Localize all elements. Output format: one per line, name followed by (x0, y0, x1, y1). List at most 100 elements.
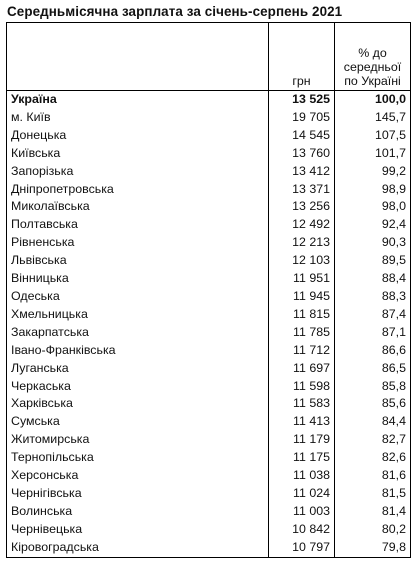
percent-cell: 87,4 (334, 305, 411, 324)
region-column-header (6, 22, 269, 91)
table-row: Чернівецька 10 842 80,2 (6, 520, 411, 539)
table-row: Полтавська 12 492 92,4 (6, 216, 411, 235)
salary-cell: 11 003 (268, 502, 335, 521)
percent-column-header: % до середньої по Україні (334, 22, 411, 91)
salary-cell: 11 945 (268, 287, 335, 306)
table-row: Миколаївська 13 256 98,0 (6, 198, 411, 217)
salary-cell: 11 038 (268, 467, 335, 485)
table-row: Одеська 11 945 88,3 (6, 287, 411, 306)
region-cell: Тернопільська (6, 449, 269, 468)
region-cell: Дніпропетровська (6, 180, 269, 199)
salary-cell: 11 697 (268, 359, 335, 378)
percent-cell: 98,0 (334, 198, 411, 217)
table-row: Черкаська 11 598 85,8 (6, 377, 411, 396)
percent-cell: 85,8 (334, 377, 411, 396)
percent-cell: 80,2 (334, 520, 411, 539)
salary-cell: 11 175 (268, 449, 335, 468)
percent-cell: 86,5 (334, 359, 411, 378)
table-row-total: Україна 13 525 100,0 (6, 90, 411, 109)
table-row: Київська 13 760 101,7 (6, 144, 411, 163)
percent-header-line1: % до (358, 46, 387, 60)
table-row: Хмельницька 11 815 87,4 (6, 305, 411, 324)
salary-cell: 11 598 (268, 377, 335, 396)
region-cell: Рівненська (6, 234, 269, 253)
table-row: Волинська 11 003 81,4 (6, 502, 411, 521)
percent-cell: 98,9 (334, 180, 411, 199)
table-row: Сумська 11 413 84,4 (6, 413, 411, 432)
salary-cell: 10 842 (268, 520, 335, 539)
table-row: м. Київ 19 705 145,7 (6, 108, 411, 127)
region-cell: Кіровоградська (6, 538, 269, 558)
region-cell: Вінницька (6, 270, 269, 288)
region-cell: Запорізька (6, 162, 269, 181)
region-cell: Сумська (6, 413, 269, 432)
salary-cell: 12 103 (268, 252, 335, 271)
region-cell: Херсонська (6, 467, 269, 485)
percent-cell: 92,4 (334, 216, 411, 235)
percent-cell: 81,6 (334, 467, 411, 485)
salary-cell: 11 179 (268, 431, 335, 450)
salary-cell: 11 413 (268, 413, 335, 432)
percent-cell: 100,0 (334, 90, 411, 109)
region-cell: Харківська (6, 395, 269, 414)
salary-cell: 12 213 (268, 234, 335, 253)
region-cell: Україна (6, 90, 269, 109)
region-cell: Черкаська (6, 377, 269, 396)
salary-cell: 11 815 (268, 305, 335, 324)
salary-table: грн % до середньої по Україні Україна 13 … (6, 22, 411, 558)
salary-cell: 11 583 (268, 395, 335, 414)
table-row: Луганська 11 697 86,5 (6, 359, 411, 378)
region-cell: Волинська (6, 502, 269, 521)
region-cell: Одеська (6, 287, 269, 306)
region-cell: Київська (6, 144, 269, 163)
percent-cell: 145,7 (334, 108, 411, 127)
region-cell: Львівська (6, 252, 269, 271)
percent-cell: 101,7 (334, 144, 411, 163)
salary-cell: 11 951 (268, 270, 335, 288)
region-cell: Закарпатська (6, 323, 269, 342)
table-row: Дніпропетровська 13 371 98,9 (6, 180, 411, 199)
percent-cell: 88,3 (334, 287, 411, 306)
page-title: Середньмісячна зарплата за січень-серпен… (7, 4, 343, 19)
table-row: Чернігівська 11 024 81,5 (6, 484, 411, 503)
percent-cell: 82,7 (334, 431, 411, 450)
table-row: Кіровоградська 10 797 79,8 (6, 538, 411, 558)
percent-cell: 88,4 (334, 270, 411, 288)
percent-cell: 99,2 (334, 162, 411, 181)
table-row: Херсонська 11 038 81,6 (6, 467, 411, 485)
region-cell: Полтавська (6, 216, 269, 235)
table-row: Донецька 14 545 107,5 (6, 126, 411, 145)
region-cell: м. Київ (6, 108, 269, 127)
salary-cell: 11 024 (268, 484, 335, 503)
percent-cell: 107,5 (334, 126, 411, 145)
percent-cell: 81,5 (334, 484, 411, 503)
salary-cell: 10 797 (268, 538, 335, 558)
table-row: Житомирська 11 179 82,7 (6, 431, 411, 450)
table-row: Львівська 12 103 89,5 (6, 252, 411, 271)
percent-cell: 90,3 (334, 234, 411, 253)
salary-cell: 13 412 (268, 162, 335, 181)
percent-cell: 87,1 (334, 323, 411, 342)
salary-cell: 13 256 (268, 198, 335, 217)
table-row: Закарпатська 11 785 87,1 (6, 323, 411, 342)
salary-cell: 14 545 (268, 126, 335, 145)
table-row: Івано-Франківська 11 712 86,6 (6, 341, 411, 360)
table-row: Вінницька 11 951 88,4 (6, 270, 411, 288)
region-cell: Житомирська (6, 431, 269, 450)
percent-cell: 82,6 (334, 449, 411, 468)
percent-header-line2: середньої (343, 60, 402, 74)
salary-cell: 11 712 (268, 341, 335, 360)
table-header: грн % до середньої по Україні (6, 22, 411, 91)
salary-cell: 13 525 (268, 90, 335, 109)
percent-cell: 89,5 (334, 252, 411, 271)
percent-cell: 85,6 (334, 395, 411, 414)
salary-cell: 19 705 (268, 108, 335, 127)
table-row: Тернопільська 11 175 82,6 (6, 449, 411, 468)
table-row: Запорізька 13 412 99,2 (6, 162, 411, 181)
salary-cell: 12 492 (268, 216, 335, 235)
region-cell: Миколаївська (6, 198, 269, 217)
salary-column-header: грн (268, 22, 335, 91)
percent-cell: 86,6 (334, 341, 411, 360)
salary-cell: 13 760 (268, 144, 335, 163)
region-cell: Чернігівська (6, 484, 269, 503)
